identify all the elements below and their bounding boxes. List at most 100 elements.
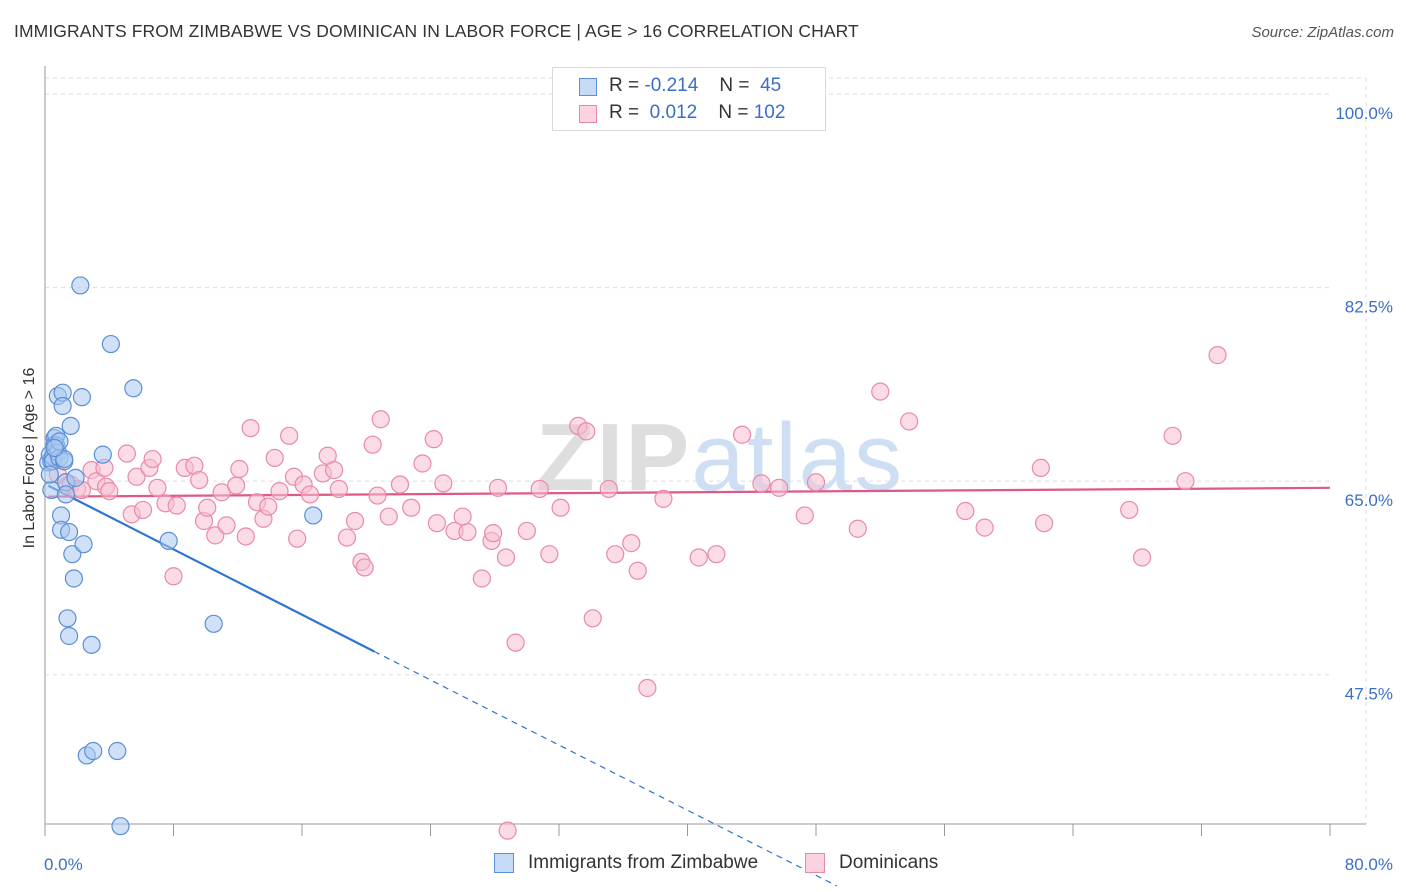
data-point-dominican xyxy=(379,507,398,526)
data-point-zimbabwe xyxy=(304,506,323,525)
y-tick-labels: 100.0% 82.5% 65.0% 47.5% xyxy=(1335,104,1393,704)
data-point-dominican xyxy=(363,435,382,454)
data-point-dominican xyxy=(164,567,183,586)
data-point-zimbabwe xyxy=(108,741,127,761)
watermark: ZIPatlas xyxy=(536,404,904,511)
data-point-dominican xyxy=(402,498,421,517)
data-point-zimbabwe xyxy=(45,438,64,458)
data-point-dominican xyxy=(752,474,771,493)
data-point-dominican xyxy=(265,448,284,468)
legend-row-zimbabwe: R = -0.214 N = 45 xyxy=(579,75,781,99)
data-point-zimbabwe xyxy=(66,468,85,487)
legend-r-value-zimbabwe: -0.214 xyxy=(644,75,699,96)
legend-swatch-dominican xyxy=(579,105,597,123)
legend-row-dominican: R = 0.012 N = 102 xyxy=(579,102,785,126)
data-point-dominican xyxy=(371,410,390,429)
data-point-zimbabwe xyxy=(59,626,79,646)
data-point-zimbabwe xyxy=(61,416,80,435)
data-point-dominican xyxy=(280,426,299,445)
data-point-dominican xyxy=(453,507,472,526)
data-point-dominican xyxy=(1132,548,1152,567)
data-point-dominican xyxy=(355,558,374,577)
data-point-zimbabwe xyxy=(204,614,223,633)
data-point-zimbabwe xyxy=(56,485,75,504)
data-point-zimbabwe xyxy=(40,465,59,484)
watermark-atlas: atlas xyxy=(691,404,904,511)
chart-title: IMMIGRANTS FROM ZIMBABWE VS DOMINICAN IN… xyxy=(14,21,859,41)
data-point-zimbabwe xyxy=(59,522,79,542)
bottom-legend-swatch-dominican xyxy=(805,853,825,873)
legend-r-label: R = xyxy=(609,102,640,123)
x-tick-labels: 0.0% 80.0% xyxy=(44,855,1393,874)
y-tick-label: 47.5% xyxy=(1345,685,1393,704)
data-point-zimbabwe xyxy=(93,445,112,464)
data-point-dominican xyxy=(654,489,673,508)
data-point-dominican xyxy=(975,518,994,537)
data-point-zimbabwe xyxy=(84,741,103,761)
data-point-dominican xyxy=(599,479,618,499)
data-point-zimbabwe xyxy=(111,817,130,836)
data-point-dominican xyxy=(143,449,162,469)
data-points xyxy=(39,276,1227,840)
bottom-legend-label-zimbabwe: Immigrants from Zimbabwe xyxy=(528,852,759,873)
data-point-dominican xyxy=(1120,500,1139,520)
legend-r-label: R = xyxy=(609,75,640,96)
data-point-dominican xyxy=(638,678,657,698)
legend-n-value-zimbabwe: 45 xyxy=(760,75,782,96)
data-point-dominican xyxy=(217,516,236,535)
x-tick-label-max: 80.0% xyxy=(1345,855,1393,874)
data-point-dominican xyxy=(1163,426,1182,445)
data-point-dominican xyxy=(325,461,344,480)
data-point-dominican xyxy=(1176,472,1195,491)
legend-n-label: N = xyxy=(718,102,749,123)
data-point-dominican xyxy=(530,479,549,499)
trend-line-extension-zimbabwe xyxy=(374,650,838,887)
data-point-dominican xyxy=(506,633,525,652)
bottom-legend-swatch-zimbabwe xyxy=(494,853,514,873)
data-point-dominican xyxy=(390,475,410,494)
data-point-dominican xyxy=(707,545,726,564)
data-point-dominican xyxy=(198,498,217,517)
data-point-dominican xyxy=(900,412,919,431)
legend-swatch-zimbabwe xyxy=(579,78,597,96)
data-point-dominican xyxy=(628,561,647,580)
data-point-dominican xyxy=(577,422,596,441)
data-point-dominican xyxy=(337,528,357,547)
data-point-dominican xyxy=(117,444,137,463)
data-point-dominican xyxy=(583,609,602,628)
data-point-dominican xyxy=(167,496,186,515)
data-point-zimbabwe xyxy=(71,276,90,295)
data-point-dominican xyxy=(100,482,119,501)
data-point-zimbabwe xyxy=(72,388,92,407)
data-point-zimbabwe xyxy=(74,535,93,554)
data-point-dominican xyxy=(133,500,153,520)
y-tick-label: 100.0% xyxy=(1335,104,1393,123)
data-point-dominican xyxy=(434,474,453,493)
data-point-dominican xyxy=(241,418,260,438)
data-point-dominican xyxy=(148,478,167,497)
data-point-dominican xyxy=(871,382,890,401)
data-point-dominican xyxy=(190,470,209,490)
data-point-dominican xyxy=(540,545,559,564)
data-point-dominican xyxy=(424,430,443,449)
data-point-dominican xyxy=(230,459,249,479)
data-point-dominican xyxy=(517,521,536,541)
data-point-dominican xyxy=(458,522,477,542)
data-point-dominican xyxy=(956,501,975,521)
y-tick-label: 65.0% xyxy=(1345,491,1393,510)
data-point-dominican xyxy=(769,478,789,497)
data-point-dominican xyxy=(368,486,387,505)
data-point-dominican xyxy=(733,425,752,444)
data-point-dominican xyxy=(484,524,503,543)
data-point-dominican xyxy=(498,821,517,840)
data-point-dominican xyxy=(227,476,246,495)
data-point-zimbabwe xyxy=(124,379,143,398)
data-point-dominican xyxy=(288,529,307,548)
data-point-dominican xyxy=(551,498,570,517)
legend-r-value-dominican: 0.012 xyxy=(649,102,698,123)
axes xyxy=(44,66,1366,836)
data-point-dominican xyxy=(606,545,625,564)
data-point-dominican xyxy=(488,478,508,497)
y-tick-label: 82.5% xyxy=(1345,298,1393,317)
